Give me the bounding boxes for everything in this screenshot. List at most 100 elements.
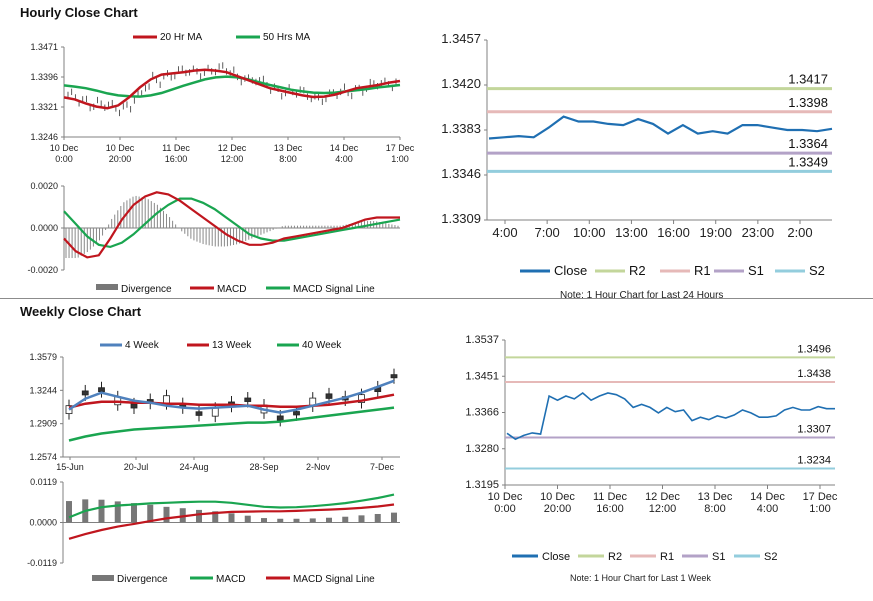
weekly-macd-divergence-bar [342,516,349,523]
weekly-price-ytick-label: 1.2574 [29,452,57,462]
weekly-macd-divergence-bar [212,511,219,523]
hourly-levels-ytick-label: 1.3383 [441,121,481,136]
weekly-price-candle-body [195,411,203,416]
weekly-price-ytick-label: 1.2909 [29,419,57,429]
weekly-macd-legend-label: MACD [216,574,245,585]
hourly-levels-xtick-label: 19:00 [699,225,732,240]
weekly-macd-divergence-bar [66,501,72,523]
weekly-macd-divergence-bar [358,515,365,523]
hourly-levels-legend-label: Close [554,263,587,278]
weekly-price-candle-body [81,390,89,396]
weekly-price-xtick-label: 20-Jul [124,462,149,472]
weekly-macd-divergence-bar [114,501,121,523]
weekly-levels-ytick-label: 1.3366 [465,407,499,419]
weekly-price-xtick-label: 15-Jun [56,462,84,472]
hourly-levels-legend-label: R2 [629,263,646,278]
weekly-levels-ytick-label: 1.3537 [465,334,499,346]
hourly-levels-ytick-label: 1.3309 [441,211,481,226]
weekly-macd-ytick-label: -0.0119 [27,558,57,568]
weekly-w13-line [68,393,395,409]
hourly-price-ytick-label: 1.3396 [30,72,58,82]
weekly-levels-legend-label: S2 [764,551,777,563]
hourly-macd-legend-swatch [96,284,118,290]
hourly-macd-ytick-label: -0.0020 [27,265,58,275]
weekly-levels-xtick-label: 0:00 [494,503,515,515]
hourly-levels-xtick-label: 16:00 [657,225,690,240]
weekly-levels-xtick-label: 12:00 [649,503,677,515]
hourly-levels-xtick-label: 4:00 [492,225,517,240]
weekly-levels-legend-label: R2 [608,551,622,563]
weekly-price-legend-label: 13 Week [212,340,252,351]
hourly-levels-xtick-label: 13:00 [615,225,648,240]
hourly-macd-legend-label: MACD [217,284,246,295]
hourly-levels-xtick-label: 2:00 [787,225,812,240]
hourly-levels-ytick-label: 1.3420 [441,76,481,91]
weekly-levels-xtick-label: 1:00 [809,503,830,515]
hourly-levels-level-label-s2: 1.3349 [788,154,828,169]
weekly-macd-legend-swatch [92,575,114,581]
weekly-macd-divergence-bar [244,515,251,523]
hourly-price-xtick-label: 16:00 [165,154,188,164]
weekly-levels-legend-label: R1 [660,551,674,563]
hourly-price-legend-label: 20 Hr MA [160,32,203,43]
weekly-macd-signal-line [68,503,395,540]
weekly-w4-line [68,379,395,414]
hourly-levels-legend-label: S2 [809,263,825,278]
weekly-price-candle-body [293,411,300,416]
weekly-levels-xtick-label: 13 Dec [698,491,733,503]
section-divider [0,298,873,299]
weekly-levels-xtick-label: 4:00 [757,503,778,515]
weekly-w40-line [68,406,395,442]
weekly-price-candle-body [358,394,365,403]
weekly-macd-divergence-bar [196,509,202,523]
hourly-price-ytick-label: 1.3246 [30,132,58,142]
weekly-levels-note: Note: 1 Hour Chart for Last 1 Week [570,573,711,583]
hourly-price-xtick-label: 12 Dec [218,143,247,153]
hourly-price-xtick-label: 0:00 [55,154,73,164]
hourly-levels-ytick-label: 1.3457 [441,31,481,46]
hourly-levels-ytick-label: 1.3346 [441,166,481,181]
weekly-macd-divergence-bar [391,512,397,523]
weekly-macd-divergence-bar [309,518,316,523]
hourly-price-xtick-label: 20:00 [109,154,132,164]
weekly-levels-level-label-s2: 1.3234 [797,454,831,466]
weekly-macd-line [68,493,395,519]
weekly-price-xtick-label: 28-Sep [249,462,278,472]
hourly-macd-ytick-label: 0.0020 [30,181,58,191]
weekly-price-xtick-label: 7-Dec [370,462,395,472]
hourly-section-title: Hourly Close Chart [20,5,138,20]
weekly-price-candle-body [65,405,73,415]
weekly-levels-xtick-label: 17 Dec [803,491,838,503]
weekly-levels-xtick-label: 16:00 [596,503,624,515]
weekly-levels-level-label-r2: 1.3496 [797,343,831,355]
weekly-price-ytick-label: 1.3579 [29,352,57,362]
weekly-macd-divergence-bar [261,518,267,523]
hourly-price-xtick-label: 13 Dec [274,143,303,153]
weekly-levels-ytick-label: 1.3451 [465,370,499,382]
hourly-macd-ytick-label: 0.0000 [30,223,58,233]
weekly-price-candle-body [244,397,252,402]
weekly-price-xtick-label: 2-Nov [306,462,331,472]
weekly-price-candle-body [390,374,398,379]
weekly-levels-legend-label: S1 [712,551,725,563]
hourly-price-xtick-label: 10 Dec [50,143,79,153]
hourly-levels-xtick-label: 7:00 [534,225,559,240]
weekly-levels-xtick-label: 10 Dec [540,491,575,503]
weekly-macd-divergence-bar [131,503,137,523]
hourly-levels-legend-label: R1 [694,263,711,278]
weekly-macd-divergence-bar [228,513,235,523]
weekly-macd-divergence-bar [293,518,300,523]
weekly-macd-legend-label: Divergence [117,574,168,585]
weekly-levels-xtick-label: 8:00 [704,503,725,515]
weekly-macd-ytick-label: 0.0000 [29,518,57,528]
hourly-macd-line [63,191,400,259]
hourly-ma20-line [63,68,401,110]
weekly-levels-xtick-label: 10 Dec [488,491,523,503]
hourly-price-xtick-label: 17 Dec [386,143,415,153]
hourly-price-xtick-label: 11 Dec [162,143,190,153]
hourly-price-xtick-label: 14 Dec [330,143,359,153]
